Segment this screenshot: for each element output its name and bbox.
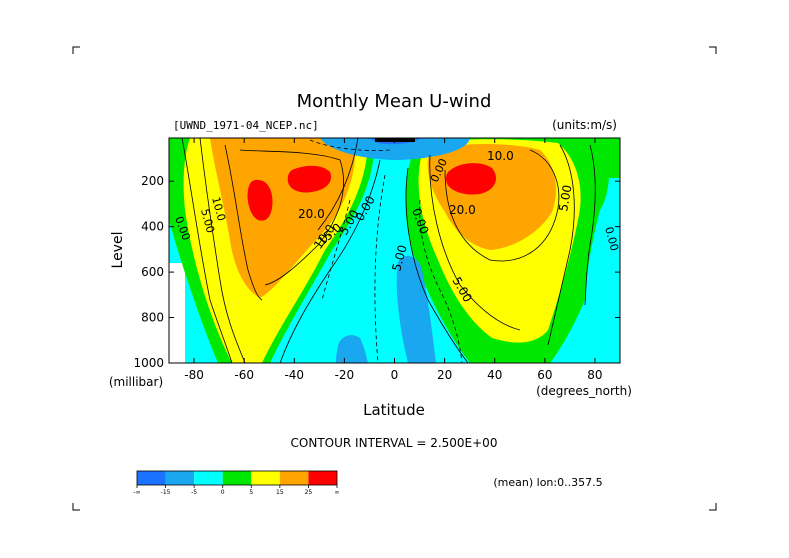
x-tick-label: 0 xyxy=(391,368,399,382)
y-tick-label: 1000 xyxy=(133,356,164,370)
y-tick-label: 800 xyxy=(141,311,164,325)
contour-label: 20.0 xyxy=(449,203,476,217)
units-label: (units:m/s) xyxy=(552,118,617,132)
contour-label: 5.00 xyxy=(556,184,574,213)
x-tick-label: -20 xyxy=(335,368,355,382)
x-tick-label: 20 xyxy=(437,368,452,382)
page-corner-marks xyxy=(72,46,717,511)
sh-jet-core-b xyxy=(287,165,332,193)
contour-label: 5.00 xyxy=(198,207,217,234)
contour-lines xyxy=(181,138,596,363)
x-tick-label: 60 xyxy=(537,368,552,382)
neg-region-equator xyxy=(396,255,436,363)
colorbar-tick-label: ∞ xyxy=(335,489,340,496)
colorbar-frame xyxy=(136,470,338,486)
neg-region-stratosphere xyxy=(320,138,470,160)
colorbar-swatch xyxy=(222,471,252,485)
y-axis-units: (millibar) xyxy=(109,375,163,389)
colorbar-tick-label: 0 xyxy=(221,489,225,496)
contour-interval: CONTOUR INTERVAL = 2.500E+00 xyxy=(291,436,498,450)
colorbar: -∞ -15 -5 0 5 15 25 ∞ xyxy=(133,470,340,496)
colorbar-swatch xyxy=(165,471,195,485)
colorbar-tick-label: -15 xyxy=(161,489,171,496)
colorbar-swatch xyxy=(194,471,223,485)
colorbar-tick-label: 25 xyxy=(305,489,313,496)
sh-jet-core-a xyxy=(247,179,273,221)
x-tick-label: 40 xyxy=(487,368,502,382)
nh-jet-core xyxy=(445,163,496,195)
colorbar-tick-label: -∞ xyxy=(133,489,140,496)
x-axis: -80 -60 -40 -20 0 20 40 60 80 xyxy=(184,138,603,382)
y-axis-label: Level xyxy=(110,232,126,269)
field-whitespace-sh xyxy=(169,263,185,363)
contour-field: 10.0 5.00 0.00 20.0 15.0 10.0 5.00 0.00 … xyxy=(169,138,620,363)
negative-contour-lines xyxy=(309,139,463,363)
colorbar-swatch xyxy=(308,471,337,485)
contour-label: 10.0 xyxy=(209,195,228,222)
y-tick-label: 600 xyxy=(141,265,164,279)
dataset-label: [UWND_1971-04_NCEP.nc] xyxy=(173,119,319,132)
contour-label: 20.0 xyxy=(298,207,325,221)
x-tick-label: -80 xyxy=(184,368,204,382)
colorbar-tick-label: 15 xyxy=(276,489,284,496)
x-tick-label: -40 xyxy=(284,368,304,382)
x-tick-label: 80 xyxy=(587,368,602,382)
footer-note: (mean) lon:0..357.5 xyxy=(493,476,602,489)
chart-title: Monthly Mean U-wind xyxy=(297,91,492,112)
colorbar-swatch xyxy=(279,471,309,485)
neg-region-sh-surface xyxy=(336,335,368,363)
y-axis: 200 400 600 800 1000 xyxy=(133,174,620,370)
y-tick-label: 400 xyxy=(141,220,164,234)
x-axis-label: Latitude xyxy=(363,401,425,419)
y-tick-label: 200 xyxy=(141,174,164,188)
colorbar-swatch xyxy=(251,471,280,485)
contour-label: 10.0 xyxy=(487,149,514,163)
colorbar-swatch xyxy=(137,471,166,485)
contour-label: 5.00 xyxy=(389,243,409,272)
x-axis-units: (degrees_north) xyxy=(536,384,632,398)
colorbar-tick-label: -5 xyxy=(191,489,197,496)
x-tick-label: -60 xyxy=(234,368,254,382)
colorbar-tick-label: 5 xyxy=(249,489,253,496)
